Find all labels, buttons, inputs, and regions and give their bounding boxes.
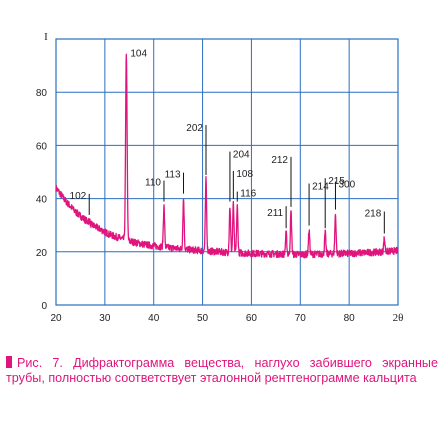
x-tick-label: 80 — [344, 313, 356, 324]
x-tick-label: 60 — [246, 313, 258, 324]
x-tick-label: 50 — [197, 313, 209, 324]
peak-label-214: 214 — [312, 182, 329, 193]
peak-label-215: 215 — [328, 176, 345, 187]
peak-label-211: 211 — [267, 208, 283, 219]
y-tick-label: 0 — [41, 301, 47, 312]
peak-label-108: 108 — [236, 169, 253, 180]
x-tick-label: 20 — [50, 313, 62, 324]
y-tick-label: 80 — [36, 88, 48, 99]
labels: 20 30 40 50 60 70 8002040608010210411011320220… — [36, 48, 382, 324]
peak-label-102: 102 — [70, 191, 87, 202]
figure-caption: Рис. 7. Дифрактограмма вещества, наглухо… — [6, 356, 438, 386]
peak-label-113: 113 — [165, 170, 181, 181]
trace-layer — [55, 53, 399, 259]
y-tick-label: 60 — [36, 141, 48, 152]
diffractogram-chart: 20 30 40 50 60 70 8002040608010210411011320220… — [36, 31, 404, 324]
caption-text: Рис. 7. Дифрактограмма вещества, наглухо… — [6, 356, 438, 385]
peak-leaders — [88, 124, 385, 234]
plot-frame — [55, 38, 399, 306]
peak-label-110: 110 — [145, 178, 161, 189]
peak-label-212: 212 — [271, 155, 288, 166]
y-tick-label: 20 — [36, 248, 48, 259]
x-tick-label: 30 — [99, 313, 111, 324]
x-tick-label: 40 — [148, 313, 160, 324]
peak-label-204: 204 — [233, 150, 250, 161]
peak-label-218: 218 — [365, 209, 382, 220]
diffraction-trace — [55, 53, 399, 259]
peak-label-300: 300 — [338, 180, 355, 191]
y-axis-title: I — [44, 31, 48, 43]
x-axis-title: 2θ — [393, 312, 404, 324]
caption-marker — [6, 356, 12, 368]
peak-label-116: 116 — [240, 189, 256, 200]
grid — [55, 38, 399, 306]
x-tick-label: 70 — [295, 313, 307, 324]
peak-label-104: 104 — [130, 48, 147, 59]
peak-label-202: 202 — [186, 123, 203, 134]
y-tick-label: 40 — [36, 195, 48, 206]
